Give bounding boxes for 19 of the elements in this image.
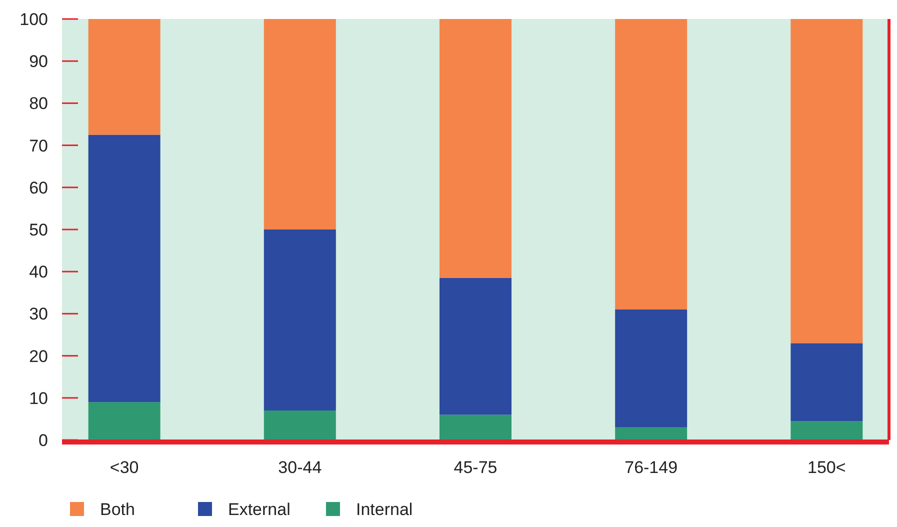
- legend-label: Internal: [356, 500, 413, 519]
- y-tick-label: 40: [29, 262, 48, 282]
- y-tick-label: 50: [29, 220, 48, 240]
- y-tick-label: 60: [29, 178, 48, 198]
- legend-label: Both: [100, 500, 135, 519]
- y-tick-label: 20: [29, 346, 48, 366]
- x-tick-label: 30-44: [278, 458, 322, 477]
- x-tick-label: 150<: [808, 458, 846, 477]
- y-tick-label: 70: [29, 136, 48, 156]
- y-tick-label: 80: [29, 94, 48, 114]
- x-tick-label: <30: [110, 458, 139, 477]
- legend-label: External: [228, 500, 290, 519]
- x-tick-label: 45-75: [454, 458, 498, 477]
- y-tick-label: 100: [20, 10, 48, 29]
- x-tick-label: 76-149: [624, 458, 678, 477]
- y-tick-label: 30: [29, 304, 48, 324]
- y-tick-label: 90: [29, 52, 48, 72]
- y-tick-label: 10: [29, 388, 48, 408]
- y-tick-label: 0: [38, 430, 48, 450]
